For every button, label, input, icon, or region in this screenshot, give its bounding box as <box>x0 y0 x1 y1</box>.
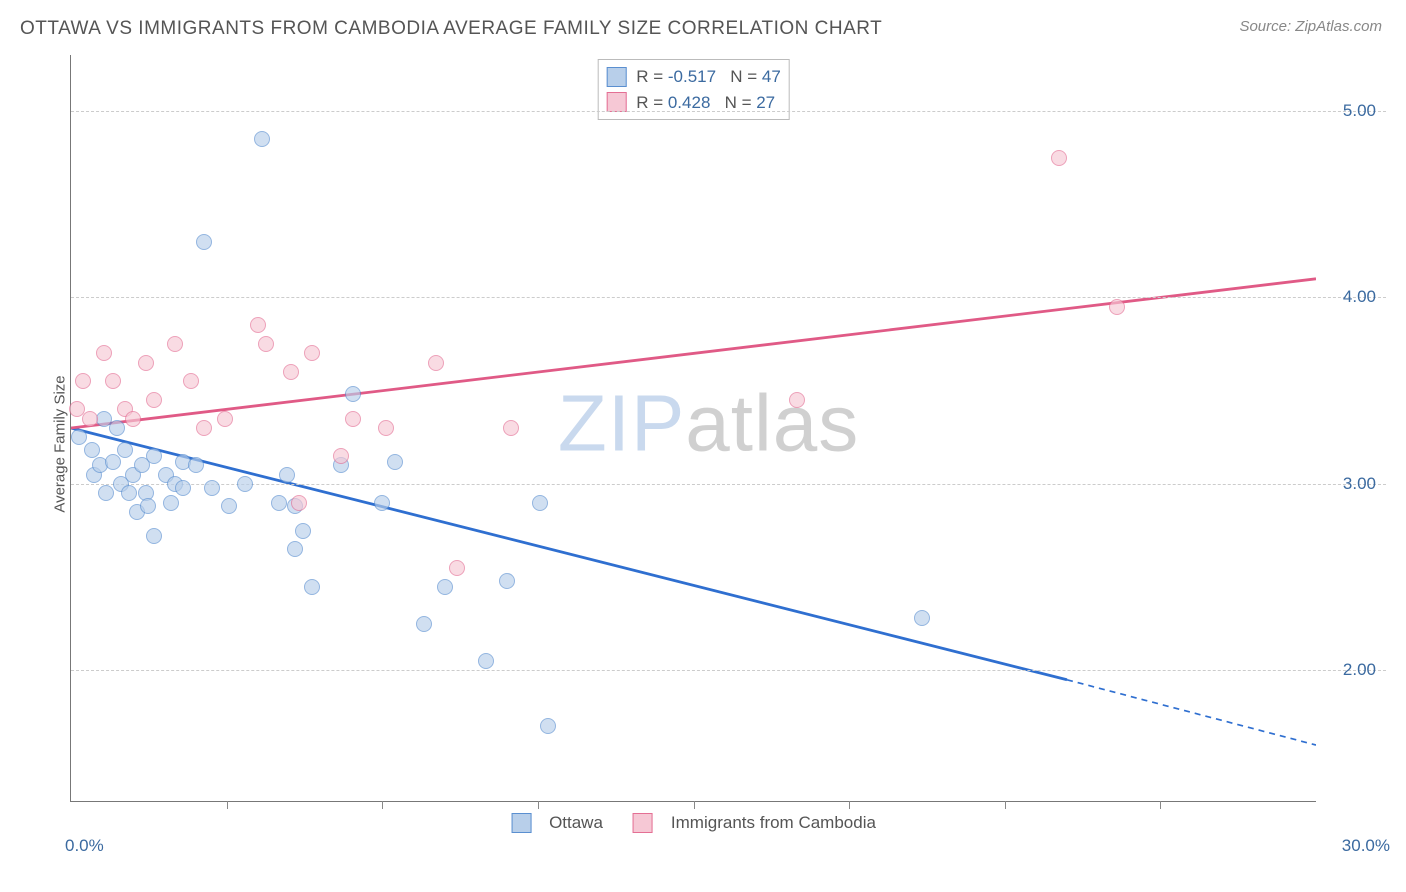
source-label: Source: ZipAtlas.com <box>1239 18 1382 35</box>
series-swatch <box>511 813 531 833</box>
data-point <box>167 336 183 352</box>
series-swatch <box>633 813 653 833</box>
data-point <box>789 392 805 408</box>
data-point <box>333 448 349 464</box>
data-point <box>138 355 154 371</box>
series-swatch <box>606 67 626 87</box>
x-tick <box>227 801 228 809</box>
data-point <box>98 485 114 501</box>
x-tick <box>1160 801 1161 809</box>
data-point <box>109 420 125 436</box>
data-point <box>146 528 162 544</box>
data-point <box>125 411 141 427</box>
x-axis-end: 30.0% <box>1342 836 1390 856</box>
data-point <box>287 541 303 557</box>
legend-label: Ottawa <box>549 813 603 833</box>
stat-text: R = -0.517 N = 47 <box>636 64 781 90</box>
x-tick <box>538 801 539 809</box>
data-point <box>416 616 432 632</box>
data-point <box>345 386 361 402</box>
data-point <box>204 480 220 496</box>
data-point <box>217 411 233 427</box>
data-point <box>279 467 295 483</box>
y-tick-label: 2.00 <box>1343 660 1376 680</box>
watermark: ZIPatlas <box>558 377 859 469</box>
data-point <box>478 653 494 669</box>
legend-item: Ottawa <box>511 813 603 833</box>
x-tick <box>694 801 695 809</box>
data-point <box>503 420 519 436</box>
data-point <box>1051 150 1067 166</box>
x-tick <box>849 801 850 809</box>
data-point <box>304 579 320 595</box>
data-point <box>146 448 162 464</box>
data-point <box>183 373 199 389</box>
series-legend: Ottawa Immigrants from Cambodia <box>511 813 876 833</box>
data-point <box>540 718 556 734</box>
legend-label: Immigrants from Cambodia <box>671 813 876 833</box>
trend-lines <box>71 55 1316 801</box>
x-tick <box>382 801 383 809</box>
data-point <box>188 457 204 473</box>
gridline-h <box>71 297 1386 298</box>
data-point <box>75 373 91 389</box>
y-tick-label: 3.00 <box>1343 474 1376 494</box>
data-point <box>449 560 465 576</box>
gridline-h <box>71 670 1386 671</box>
data-point <box>140 498 156 514</box>
data-point <box>295 523 311 539</box>
gridline-h <box>71 484 1386 485</box>
watermark-atlas: atlas <box>685 378 859 467</box>
x-axis-start: 0.0% <box>65 836 104 856</box>
data-point <box>221 498 237 514</box>
data-point <box>250 317 266 333</box>
data-point <box>387 454 403 470</box>
gridline-h <box>71 111 1386 112</box>
data-point <box>283 364 299 380</box>
data-point <box>175 480 191 496</box>
data-point <box>71 429 87 445</box>
data-point <box>271 495 287 511</box>
data-point <box>437 579 453 595</box>
data-point <box>84 442 100 458</box>
plot-area: ZIPatlas R = -0.517 N = 47R = 0.428 N = … <box>70 55 1316 802</box>
data-point <box>237 476 253 492</box>
plot-container: Average Family Size ZIPatlas R = -0.517 … <box>50 55 1386 832</box>
data-point <box>196 420 212 436</box>
legend-item: Immigrants from Cambodia <box>633 813 876 833</box>
y-axis-label: Average Family Size <box>52 375 69 512</box>
data-point <box>254 131 270 147</box>
data-point <box>163 495 179 511</box>
data-point <box>146 392 162 408</box>
data-point <box>532 495 548 511</box>
x-tick <box>1005 801 1006 809</box>
data-point <box>378 420 394 436</box>
chart-title: OTTAWA VS IMMIGRANTS FROM CAMBODIA AVERA… <box>20 18 882 40</box>
data-point <box>374 495 390 511</box>
y-tick-label: 5.00 <box>1343 101 1376 121</box>
data-point <box>105 454 121 470</box>
data-point <box>291 495 307 511</box>
data-point <box>96 345 112 361</box>
data-point <box>196 234 212 250</box>
data-point <box>117 442 133 458</box>
data-point <box>304 345 320 361</box>
data-point <box>499 573 515 589</box>
data-point <box>914 610 930 626</box>
series-swatch <box>606 92 626 112</box>
y-tick-label: 4.00 <box>1343 287 1376 307</box>
data-point <box>82 411 98 427</box>
data-point <box>258 336 274 352</box>
data-point <box>1109 299 1125 315</box>
data-point <box>428 355 444 371</box>
data-point <box>121 485 137 501</box>
stat-row: R = -0.517 N = 47 <box>606 64 781 90</box>
data-point <box>105 373 121 389</box>
data-point <box>345 411 361 427</box>
watermark-zip: ZIP <box>558 378 685 467</box>
